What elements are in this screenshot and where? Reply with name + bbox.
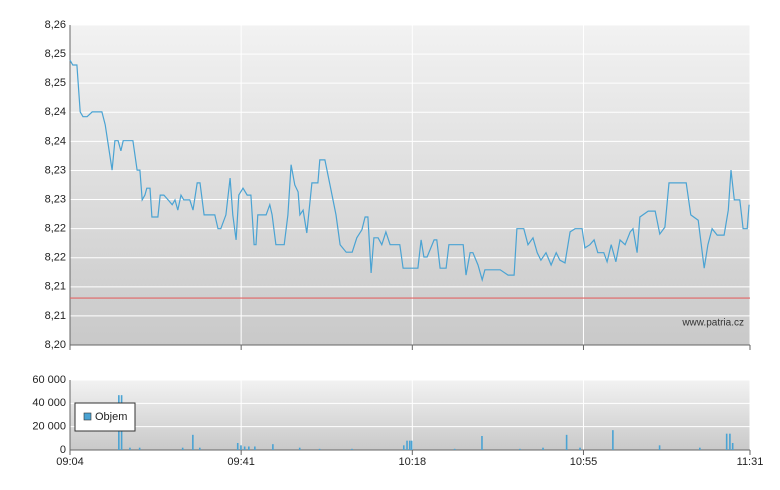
volume-bar xyxy=(519,448,521,450)
y-tick-label: 8,23 xyxy=(45,193,66,205)
y-tick-label: 8,22 xyxy=(45,252,66,264)
y-tick-label: 0 xyxy=(60,444,66,456)
legend-label: Objem xyxy=(95,411,127,423)
volume-bar xyxy=(725,433,728,450)
volume-bar xyxy=(254,446,256,450)
volume-bar xyxy=(129,447,131,450)
volume-bar xyxy=(192,434,194,450)
plot-background xyxy=(70,380,750,450)
watermark: www.patria.cz xyxy=(681,318,744,329)
y-tick-label: 8,24 xyxy=(45,135,66,147)
y-tick-label: 8,21 xyxy=(45,310,66,322)
volume-bar xyxy=(248,446,250,450)
volume-bar xyxy=(181,447,184,450)
y-tick-label: 8,25 xyxy=(45,48,66,60)
x-tick-label: 09:41 xyxy=(227,456,255,468)
volume-bar xyxy=(729,433,731,450)
volume-bar xyxy=(236,443,239,450)
y-tick-label: 8,23 xyxy=(45,164,66,176)
volume-bar xyxy=(410,440,413,450)
y-tick-label: 8,22 xyxy=(45,223,66,235)
volume-bar xyxy=(409,440,411,450)
volume-bar xyxy=(481,436,483,450)
y-tick-label: 8,24 xyxy=(45,106,66,118)
x-tick-label: 09:04 xyxy=(56,456,84,468)
y-tick-label: 60 000 xyxy=(32,374,66,386)
y-tick-label: 8,26 xyxy=(45,19,66,31)
volume-bar xyxy=(565,434,568,450)
volume-bar xyxy=(198,447,201,450)
volume-bar xyxy=(579,447,581,450)
volume-bar xyxy=(699,447,701,450)
volume-bar xyxy=(272,444,274,450)
legend-swatch xyxy=(83,412,92,421)
price-line xyxy=(69,59,750,283)
y-tick-label: 8,20 xyxy=(45,339,66,351)
volume-bar xyxy=(298,447,301,450)
volume-bar xyxy=(351,448,353,450)
volume-bar xyxy=(402,445,405,450)
volume-bar xyxy=(318,448,321,450)
volume-bar xyxy=(658,445,661,450)
plot-background xyxy=(70,25,750,345)
volume-bar xyxy=(453,448,456,450)
y-tick-label: 8,21 xyxy=(45,281,66,293)
x-tick-label: 10:55 xyxy=(570,456,598,468)
volume-bar xyxy=(612,430,614,450)
y-tick-label: 40 000 xyxy=(32,397,66,409)
volume-bar xyxy=(542,447,544,450)
y-tick-label: 8,25 xyxy=(45,77,66,89)
volume-bar xyxy=(406,440,408,450)
x-tick-label: 10:18 xyxy=(399,456,427,468)
x-tick-label: 11:31 xyxy=(737,456,764,468)
volume-bar xyxy=(243,446,246,450)
volume-bar xyxy=(138,447,141,450)
volume-bar xyxy=(240,445,242,450)
y-tick-label: 20 000 xyxy=(32,421,66,433)
volume-bar xyxy=(731,443,734,450)
